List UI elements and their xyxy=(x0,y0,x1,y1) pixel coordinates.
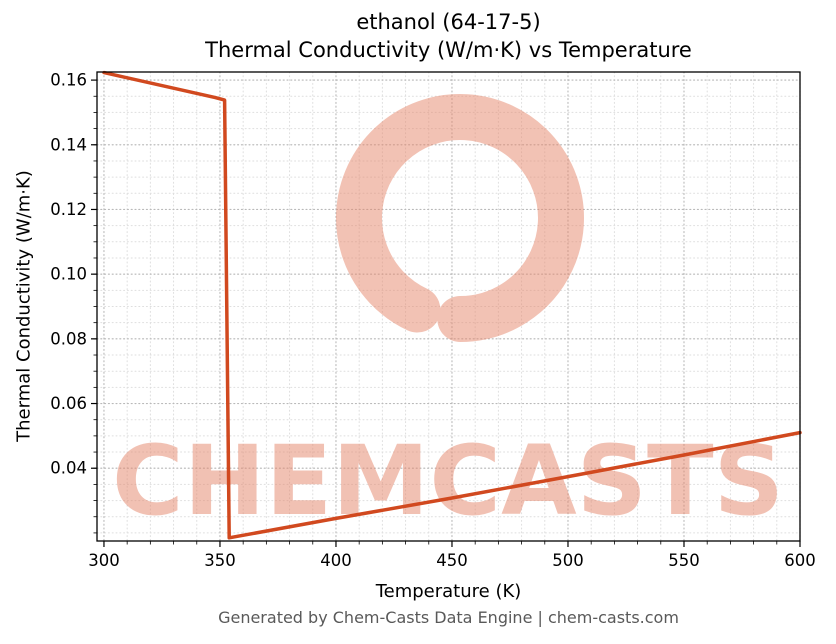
x-tick-label: 350 xyxy=(204,551,236,570)
y-tick-label: 0.16 xyxy=(50,71,87,90)
watermark-logo-icon xyxy=(336,94,584,342)
y-tick-label: 0.14 xyxy=(50,135,87,154)
x-tick-label: 300 xyxy=(88,551,120,570)
x-tick-label: 600 xyxy=(784,551,816,570)
x-axis-label: Temperature (K) xyxy=(375,581,522,602)
x-tick-label: 400 xyxy=(320,551,352,570)
y-tick-label: 0.08 xyxy=(50,329,87,348)
chart-title-line1: ethanol (64-17-5) xyxy=(356,10,541,34)
x-tick-label: 450 xyxy=(436,551,468,570)
footer-credit: Generated by Chem-Casts Data Engine | ch… xyxy=(218,608,679,627)
x-tick-label: 500 xyxy=(552,551,584,570)
watermark-text: CHEMCASTS xyxy=(112,425,784,537)
y-axis-label: Thermal Conductivity (W/m·K) xyxy=(13,170,35,442)
y-tick-label: 0.06 xyxy=(50,394,87,413)
y-tick-label: 0.04 xyxy=(50,459,87,478)
chart-title-line2: Thermal Conductivity (W/m·K) vs Temperat… xyxy=(205,38,692,62)
chart-title: ethanol (64-17-5) Thermal Conductivity (… xyxy=(97,8,800,64)
plot-border xyxy=(96,71,801,542)
x-tick-label: 550 xyxy=(668,551,700,570)
y-tick-label: 0.12 xyxy=(50,200,87,219)
series-line xyxy=(102,70,802,540)
y-tick-label: 0.10 xyxy=(50,265,87,284)
